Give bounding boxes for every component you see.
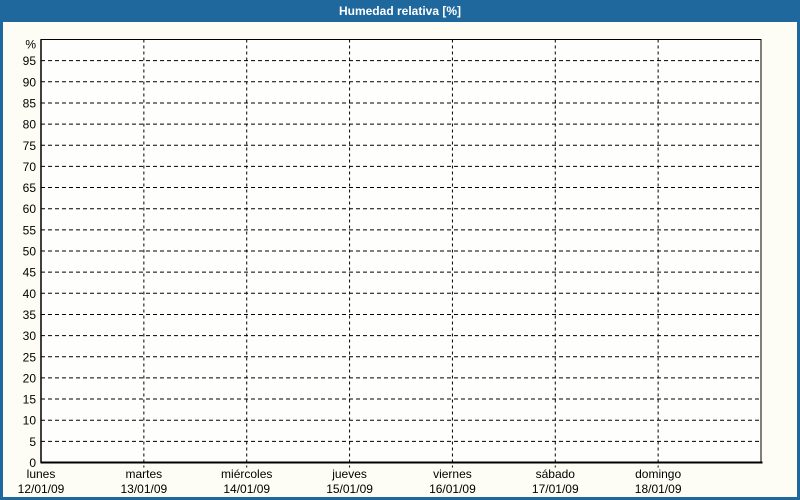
x-day-label: viernes bbox=[433, 467, 472, 481]
y-tick-label: 20 bbox=[23, 371, 37, 385]
x-date-label: 13/01/09 bbox=[120, 482, 167, 496]
x-day-label: martes bbox=[126, 467, 163, 481]
y-tick-label: 60 bbox=[23, 202, 37, 216]
y-tick-label: 35 bbox=[23, 308, 37, 322]
y-tick-label: 30 bbox=[23, 329, 37, 343]
y-tick-label: 0 bbox=[29, 456, 36, 470]
y-tick-label: 25 bbox=[23, 350, 37, 364]
y-tick-label: 80 bbox=[23, 118, 37, 132]
x-day-label: sábado bbox=[536, 467, 576, 481]
y-tick-label: 65 bbox=[23, 181, 37, 195]
y-tick-label: 10 bbox=[23, 414, 37, 428]
y-axis-unit-label: % bbox=[25, 38, 36, 52]
y-tick-label: 15 bbox=[23, 393, 37, 407]
y-tick-label: 5 bbox=[29, 435, 36, 449]
chart-title: Humedad relativa [%] bbox=[338, 4, 462, 18]
x-date-label: 12/01/09 bbox=[18, 482, 65, 496]
page-border-bottom bbox=[0, 497, 800, 500]
x-day-label: jueves bbox=[331, 467, 367, 481]
y-tick-label: 95 bbox=[23, 54, 37, 68]
y-tick-label: 45 bbox=[23, 266, 37, 280]
x-date-label: 14/01/09 bbox=[223, 482, 270, 496]
x-date-label: 18/01/09 bbox=[635, 482, 682, 496]
y-tick-label: 75 bbox=[23, 139, 37, 153]
x-day-label: miércoles bbox=[221, 467, 272, 481]
x-day-label: lunes bbox=[27, 467, 56, 481]
y-tick-label: 90 bbox=[23, 75, 37, 89]
x-date-label: 16/01/09 bbox=[429, 482, 476, 496]
y-tick-label: 70 bbox=[23, 160, 37, 174]
y-tick-label: 85 bbox=[23, 96, 37, 110]
page-border-left bbox=[0, 0, 3, 500]
page-border-right bbox=[797, 0, 800, 500]
x-date-label: 17/01/09 bbox=[532, 482, 579, 496]
y-tick-label: 55 bbox=[23, 223, 37, 237]
x-day-label: domingo bbox=[635, 467, 681, 481]
x-date-label: 15/01/09 bbox=[326, 482, 373, 496]
y-tick-label: 50 bbox=[23, 245, 37, 259]
chart-title-bar: Humedad relativa [%] bbox=[0, 0, 800, 22]
y-tick-label: 40 bbox=[23, 287, 37, 301]
